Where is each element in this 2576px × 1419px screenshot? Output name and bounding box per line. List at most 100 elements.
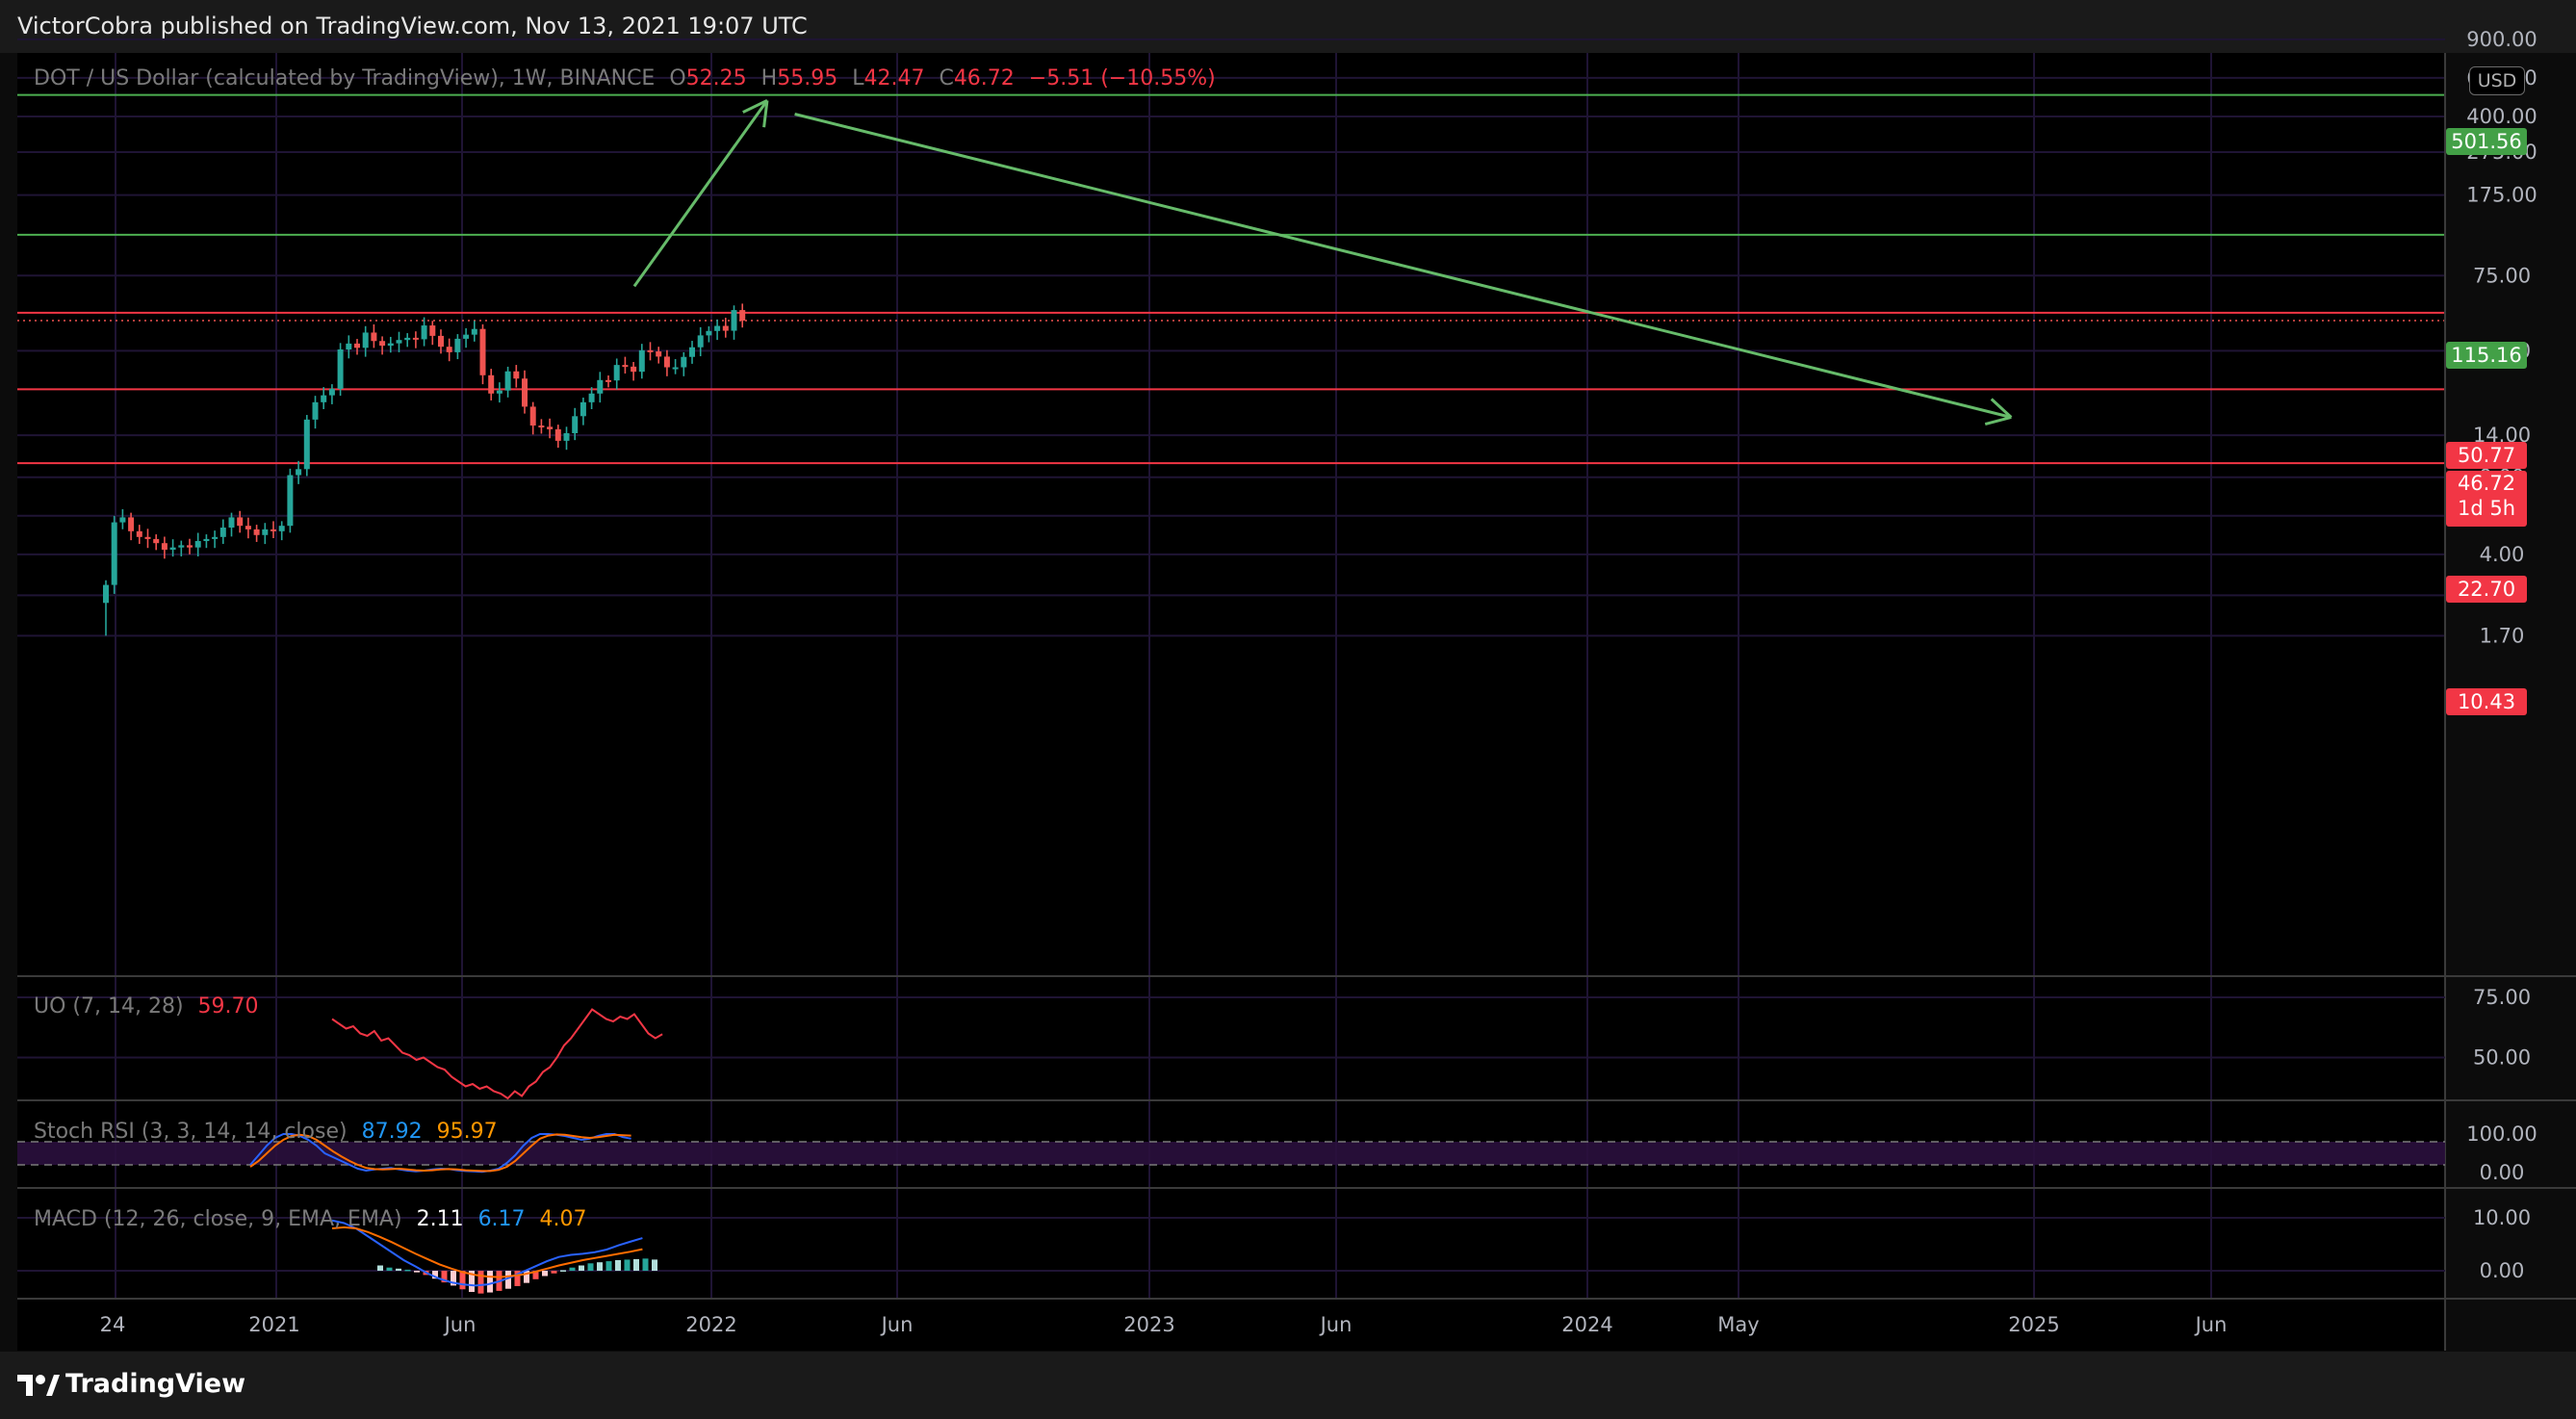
price-tick-label: 400.00 — [2466, 105, 2537, 128]
symbol-legend[interactable]: DOT / US Dollar (calculated by TradingVi… — [34, 66, 1216, 90]
macd-legend[interactable]: MACD (12, 26, close, 9, EMA, EMA) 2.11 6… — [34, 1207, 587, 1231]
price-tick-label: 75.00 — [2473, 264, 2531, 287]
symbol-title: DOT / US Dollar (calculated by TradingVi… — [34, 66, 656, 90]
candle-body — [270, 529, 276, 531]
macd-hist-bar — [587, 1263, 594, 1271]
ohlc-close: 46.72 — [953, 66, 1015, 90]
candle-body — [622, 365, 629, 368]
arrow-line-1 — [794, 113, 2012, 419]
candle-body — [144, 536, 151, 539]
macd-hist-bar — [377, 1265, 383, 1271]
price-chart[interactable]: 900.00600.00400.00275.00175.0075.0034.00… — [0, 0, 2576, 1352]
macd-hist-bar — [451, 1271, 456, 1286]
price-tick-label: 175.00 — [2466, 184, 2537, 207]
stoch-legend[interactable]: Stoch RSI (3, 3, 14, 14, close) 87.92 95… — [34, 1120, 498, 1144]
arrow-head-1-0 — [1990, 398, 2013, 419]
time-tick-label: May — [1717, 1313, 1759, 1336]
candle-body — [529, 406, 536, 426]
level-badge-115: 115.16 — [2446, 342, 2527, 369]
macd-hist-bar — [642, 1258, 649, 1271]
candle-body — [379, 341, 386, 347]
candle-body — [287, 475, 294, 527]
uo-line — [331, 1008, 663, 1100]
candle-body — [387, 343, 394, 347]
macd-hist-bar — [624, 1259, 631, 1271]
candle-body — [572, 416, 579, 433]
publisher-text: VictorCobra published on TradingView.com… — [17, 13, 808, 39]
time-tick-label: 2025 — [2008, 1313, 2059, 1336]
macd-hist-bar — [569, 1267, 576, 1271]
candle-body — [471, 328, 477, 335]
candle-body — [731, 310, 737, 331]
stoch-band — [17, 1142, 2445, 1165]
candle-body — [454, 338, 461, 352]
candle-body — [346, 343, 352, 349]
stoch-tick-label: 0.00 — [2480, 1161, 2525, 1184]
candle-body — [488, 374, 495, 394]
candle-body — [228, 517, 235, 529]
macd-hist-bar — [505, 1271, 511, 1289]
candle-body — [278, 526, 285, 531]
time-tick-label: 2024 — [1561, 1313, 1612, 1336]
candle-body — [371, 332, 377, 342]
candle-body — [605, 379, 611, 382]
stoch-params: (3, 3, 14, 14, close) — [141, 1120, 348, 1144]
macd-hist-bar — [414, 1271, 420, 1273]
indicator-panes — [17, 53, 2576, 1351]
candle-body — [337, 348, 344, 389]
macd-hist-bar — [615, 1260, 621, 1271]
candle-body — [412, 337, 419, 340]
candle-body — [303, 419, 310, 470]
candle-body — [554, 428, 561, 441]
candle-body — [128, 517, 135, 531]
candle-body — [396, 340, 402, 344]
macd-hist-bar — [404, 1269, 411, 1272]
candle-body — [588, 393, 595, 402]
time-tick-label: 2022 — [685, 1313, 736, 1336]
price-tick-label: 900.00 — [2466, 28, 2537, 51]
candle-body — [354, 343, 360, 348]
ohlc-close-label: C — [939, 66, 954, 90]
candle-body — [169, 547, 176, 551]
macd-hist-bar — [514, 1271, 521, 1286]
macd-tick-label: 0.00 — [2480, 1259, 2525, 1282]
ohlc-low: 42.47 — [863, 66, 925, 90]
uo-value: 59.70 — [197, 994, 259, 1019]
candle-body — [119, 517, 126, 523]
candle-body — [714, 325, 721, 331]
tradingview-logo-icon[interactable] — [17, 1373, 60, 1398]
candle-body — [739, 310, 746, 322]
macd-signal-value: 4.07 — [539, 1207, 587, 1231]
candle-body — [429, 325, 436, 336]
time-tick-label: 2023 — [1123, 1313, 1174, 1336]
level-badge-10: 10.43 — [2446, 688, 2527, 715]
candle-body — [681, 356, 687, 368]
currency-button[interactable]: USD — [2469, 66, 2525, 95]
arrow-head-0-0 — [742, 99, 768, 114]
uo-legend[interactable]: UO (7, 14, 28) 59.70 — [34, 994, 259, 1019]
macd-line-value: 6.17 — [477, 1207, 526, 1231]
ohlc-change: −5.51 (−10.55%) — [1028, 66, 1216, 90]
candle-body — [212, 536, 219, 539]
candle-body — [203, 538, 210, 542]
level-badge-50: 50.77 — [2446, 442, 2527, 469]
publisher-header: VictorCobra published on TradingView.com… — [0, 0, 2576, 53]
candle-body — [421, 325, 427, 340]
time-tick-label: 24 — [100, 1313, 126, 1336]
macd-tick-label: 10.00 — [2473, 1206, 2531, 1229]
level-badge-22: 22.70 — [2446, 576, 2527, 603]
candle-body — [496, 390, 502, 394]
candle-body — [245, 526, 251, 529]
candle-body — [580, 401, 586, 417]
brand-name[interactable]: TradingView — [65, 1369, 246, 1399]
macd-hist-bar — [633, 1258, 639, 1271]
candle-body — [253, 529, 260, 535]
candle-body — [689, 347, 695, 357]
ohlc-high: 55.95 — [777, 66, 838, 90]
macd-hist-bar — [579, 1265, 584, 1271]
candle-body — [328, 388, 335, 396]
candle-body — [656, 351, 662, 357]
forecast-arrows[interactable] — [632, 99, 2013, 426]
price-tick-label: 1.70 — [2480, 624, 2525, 647]
candle-body — [647, 349, 654, 352]
